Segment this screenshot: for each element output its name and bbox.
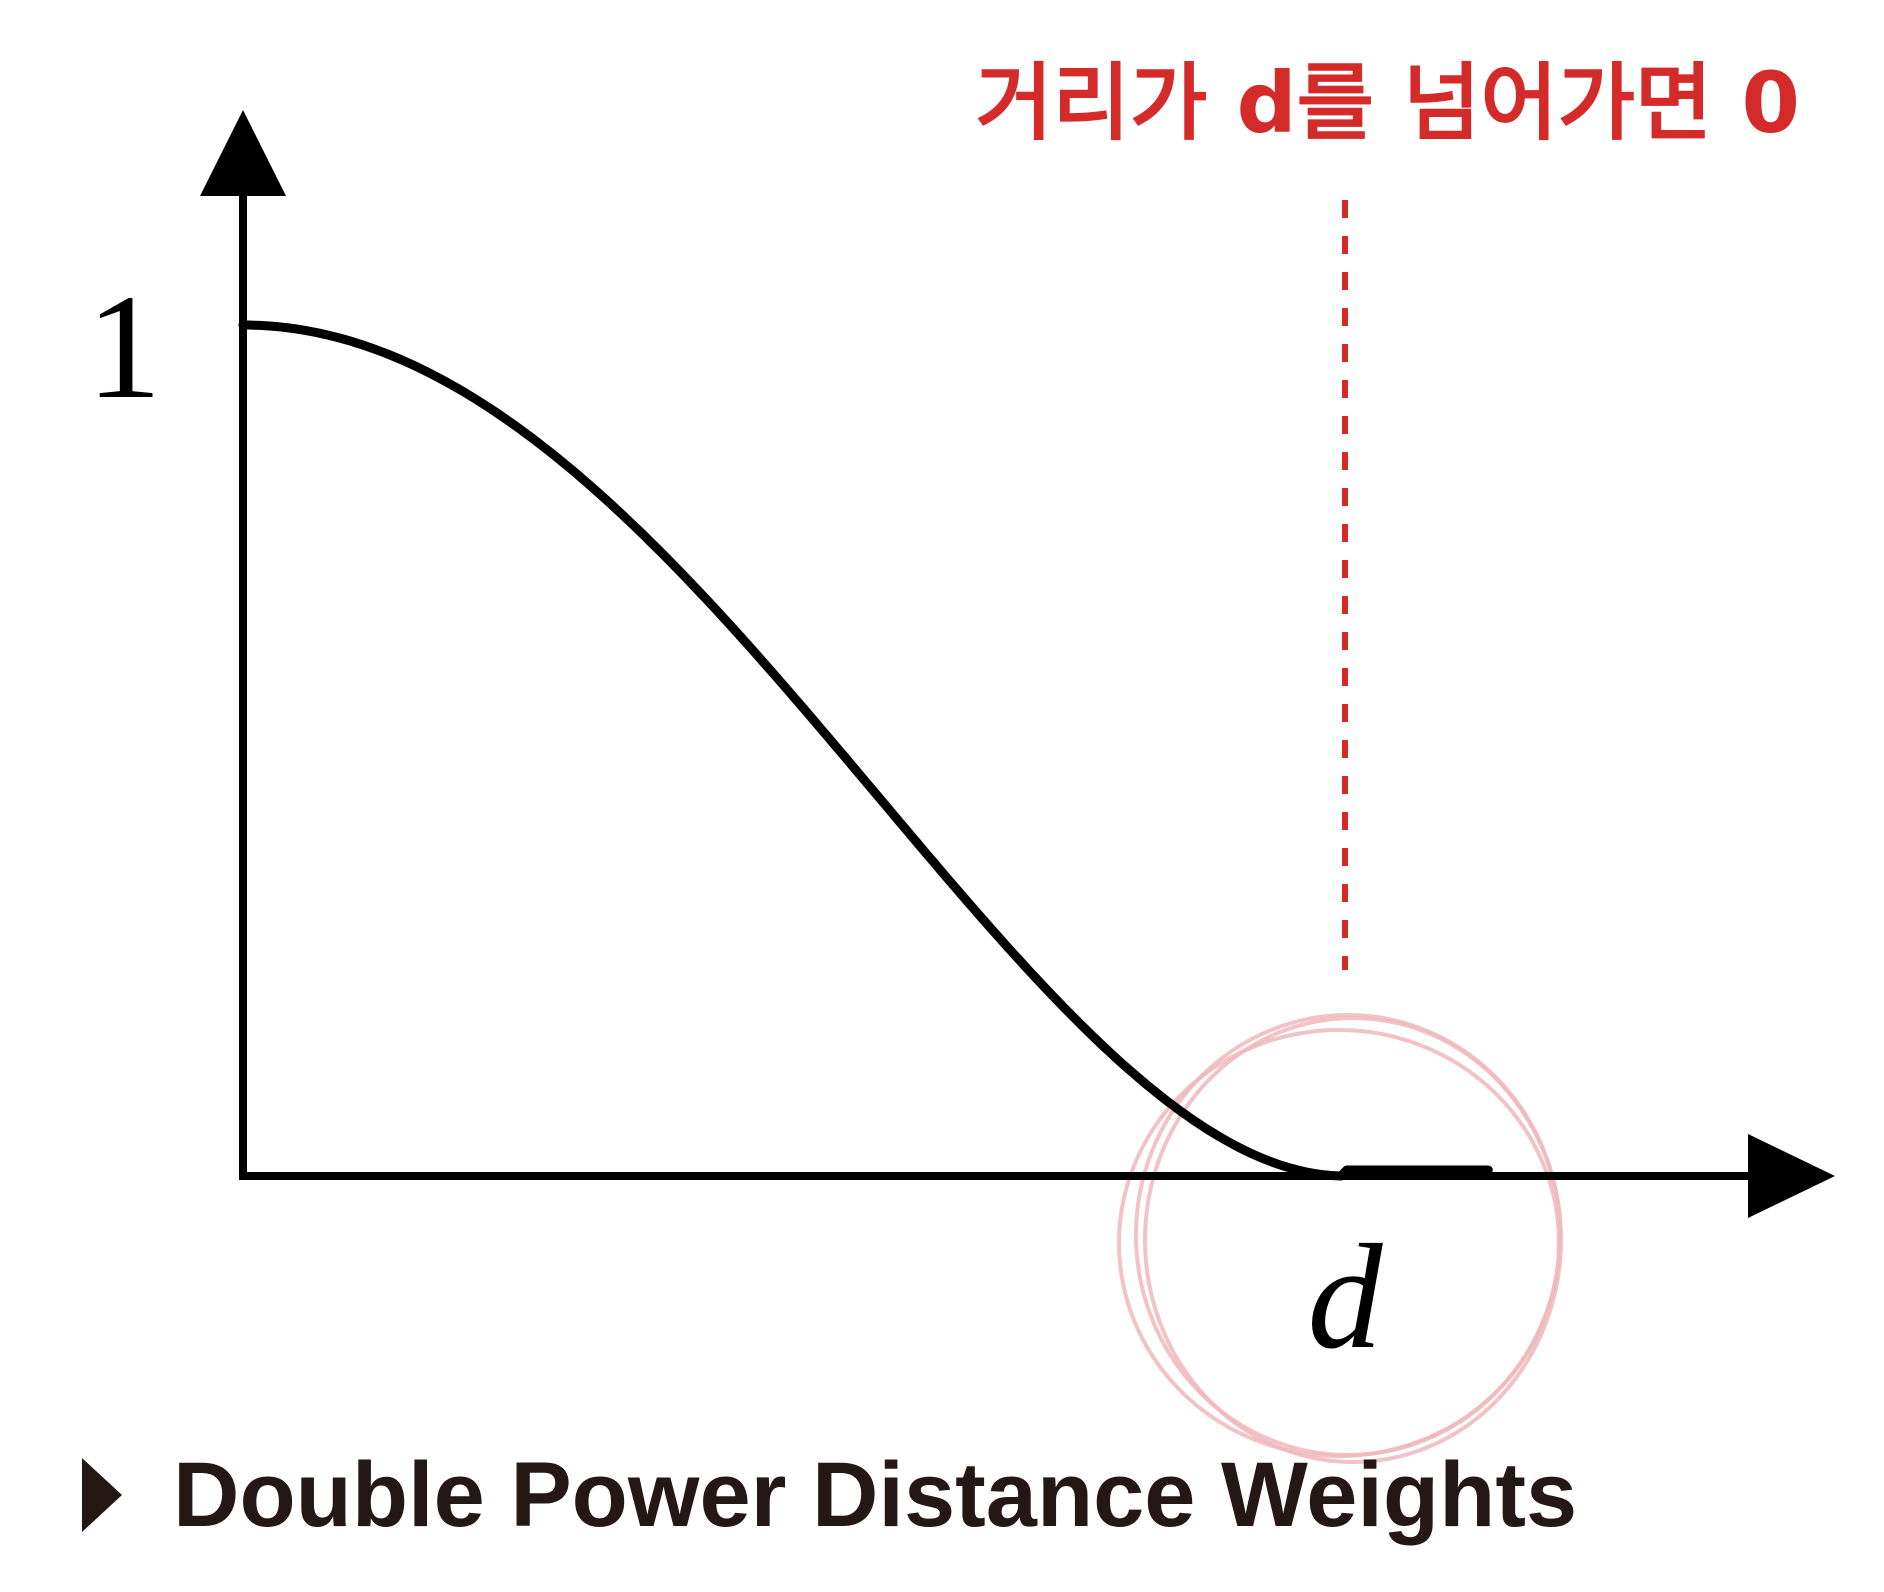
caption-bullet-icon bbox=[82, 1458, 122, 1532]
highlight-circle-stroke bbox=[1143, 1016, 1563, 1464]
weight-curve bbox=[238, 320, 1493, 1181]
caption-text: Double Power Distance Weights bbox=[173, 1444, 1577, 1546]
y-tick-label: 1 bbox=[87, 264, 162, 430]
cutoff-highlight-circle bbox=[1117, 1013, 1563, 1464]
x-tick-label: d bbox=[1308, 1214, 1384, 1380]
cutoff-annotation-text: 거리가 d를 넘어가면 0 bbox=[975, 54, 1800, 152]
x-axis-arrow-icon bbox=[1748, 1134, 1835, 1218]
y-axis-arrow-icon bbox=[200, 110, 286, 196]
